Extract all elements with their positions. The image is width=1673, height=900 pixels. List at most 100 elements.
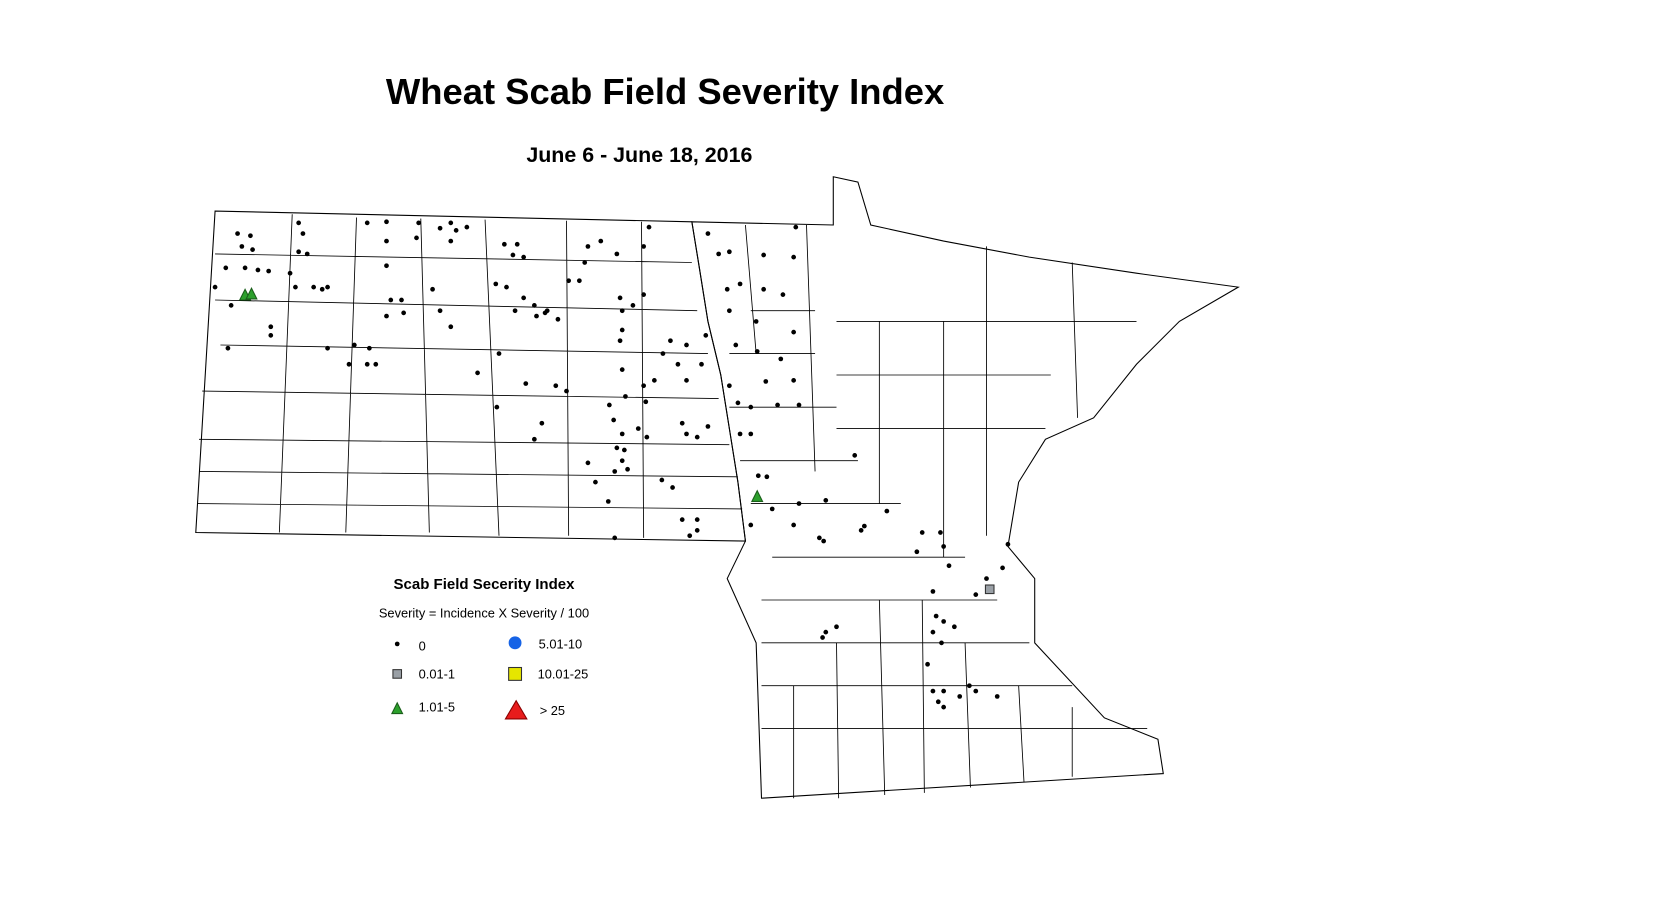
point <box>941 619 946 624</box>
point <box>384 219 389 225</box>
point <box>694 528 700 533</box>
map-subtitle: June 6 - June 18, 2016 <box>526 143 752 167</box>
point <box>585 244 591 249</box>
point <box>646 224 652 230</box>
point <box>619 327 625 333</box>
point <box>287 270 293 276</box>
legend-symbol <box>508 636 522 650</box>
map-title: Wheat Scab Field Severity Index <box>386 71 944 112</box>
point <box>367 345 372 351</box>
point <box>679 517 685 522</box>
point <box>521 254 526 260</box>
point <box>952 624 957 630</box>
point <box>858 528 864 533</box>
point <box>619 308 625 314</box>
point <box>793 224 799 230</box>
point <box>430 286 435 292</box>
point <box>448 220 454 226</box>
legend: Scab Field Secerity Index Severity = Inc… <box>379 576 589 720</box>
point <box>796 402 802 408</box>
north-dakota <box>195 210 747 542</box>
point <box>780 292 786 297</box>
point <box>946 563 952 569</box>
point <box>735 400 741 406</box>
point <box>641 383 646 389</box>
point <box>635 426 641 431</box>
point <box>494 404 500 410</box>
point <box>304 251 310 257</box>
point <box>764 474 770 480</box>
point <box>619 431 625 437</box>
point <box>612 469 618 474</box>
point <box>834 624 839 630</box>
point <box>448 238 454 244</box>
point <box>614 251 620 257</box>
point <box>733 342 739 348</box>
point <box>935 699 941 705</box>
point <box>268 324 274 330</box>
point <box>687 533 693 539</box>
point <box>957 694 963 699</box>
point <box>630 303 636 308</box>
point <box>1005 541 1011 547</box>
point <box>296 249 301 255</box>
point <box>325 345 330 351</box>
point <box>384 263 389 269</box>
point <box>737 281 743 287</box>
legend-symbol <box>508 666 523 681</box>
point <box>555 316 561 322</box>
point <box>607 402 612 408</box>
point <box>239 244 245 249</box>
point <box>941 704 946 710</box>
point <box>761 252 766 258</box>
point <box>364 220 370 226</box>
point <box>930 629 936 635</box>
point <box>300 231 306 236</box>
point <box>266 268 271 274</box>
point <box>925 661 930 667</box>
point <box>670 485 675 490</box>
point <box>566 278 571 284</box>
point <box>994 694 1000 699</box>
point <box>437 225 443 231</box>
point <box>643 399 649 405</box>
point <box>796 501 802 506</box>
observation-points <box>212 219 1011 710</box>
legend-label: 0.01-1 <box>419 666 455 681</box>
point <box>319 286 325 292</box>
point <box>311 284 316 290</box>
point <box>852 453 858 458</box>
point <box>510 252 516 258</box>
point <box>791 329 796 335</box>
point <box>553 383 559 389</box>
point <box>493 281 499 287</box>
point <box>705 231 711 236</box>
point <box>228 303 234 308</box>
point <box>514 241 520 247</box>
point <box>293 284 298 290</box>
point <box>769 506 775 512</box>
point <box>619 458 625 464</box>
point <box>919 530 925 535</box>
legend-title: Scab Field Secerity Index <box>394 576 576 593</box>
county-lines <box>197 214 1148 799</box>
point <box>684 342 689 348</box>
point <box>577 278 582 284</box>
legend-label: 10.01-25 <box>538 666 589 681</box>
point <box>939 640 944 646</box>
point <box>325 284 330 290</box>
point <box>737 431 743 437</box>
point <box>212 284 218 290</box>
point <box>475 370 480 376</box>
point <box>532 303 537 308</box>
point <box>544 308 550 314</box>
point <box>754 349 760 354</box>
point <box>352 342 357 348</box>
point <box>248 233 253 239</box>
point <box>268 333 274 338</box>
point <box>941 544 946 549</box>
point <box>364 361 370 367</box>
point <box>938 530 943 535</box>
point <box>660 351 666 356</box>
